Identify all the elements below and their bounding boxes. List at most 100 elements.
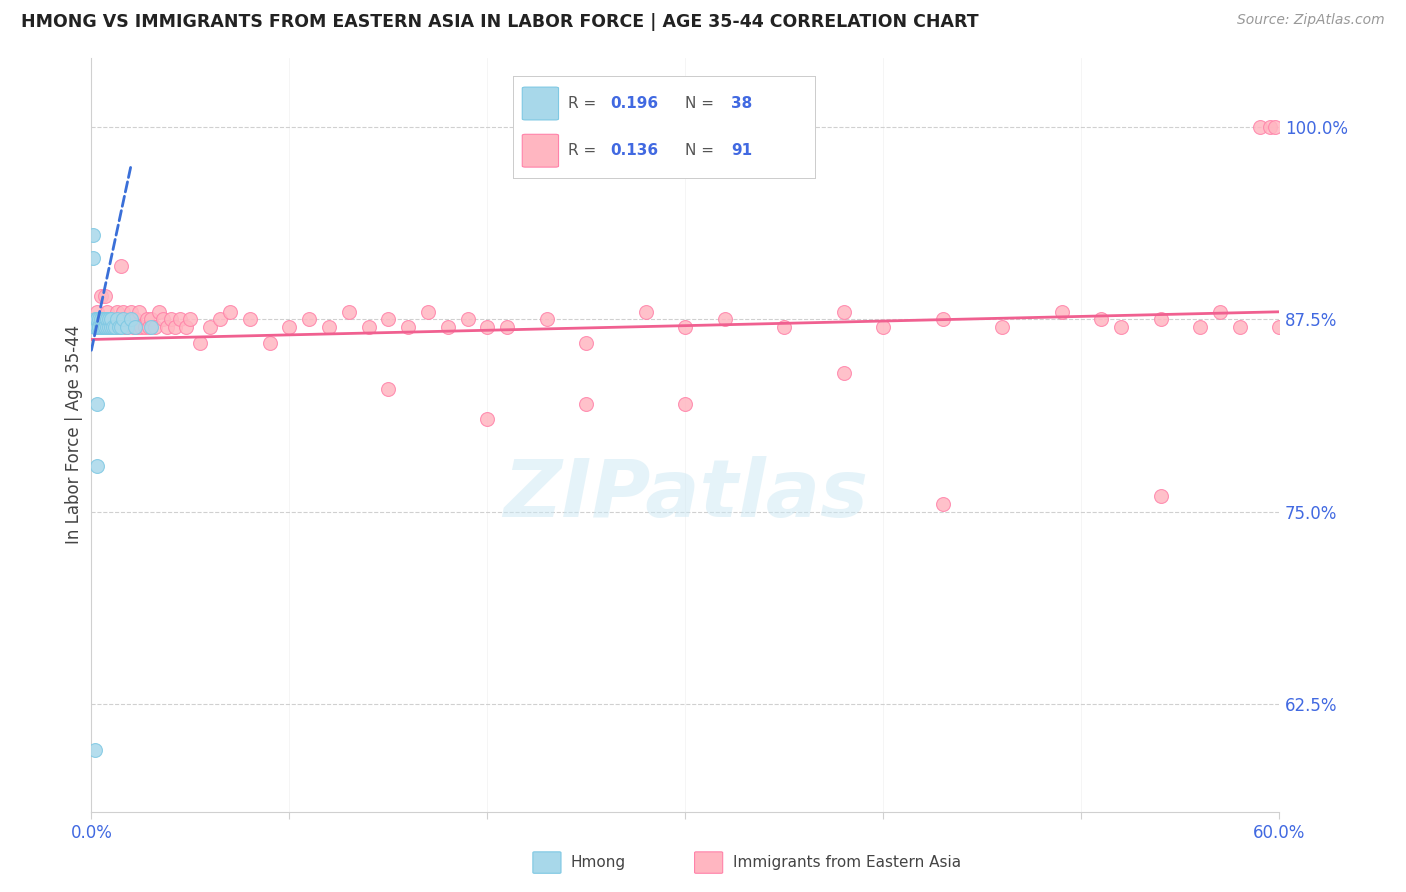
Point	[477, 320, 499, 334]
Text: N =: N =	[686, 96, 714, 111]
Point	[86, 397, 108, 411]
Point	[89, 320, 111, 334]
Point	[98, 312, 121, 326]
Point	[209, 312, 232, 326]
Point	[120, 312, 142, 326]
Text: R =: R =	[568, 96, 596, 111]
Point	[239, 312, 262, 326]
Point	[156, 320, 179, 334]
Point	[84, 312, 107, 326]
Point	[112, 312, 135, 326]
Point	[108, 320, 131, 334]
Point	[100, 320, 122, 334]
Point	[714, 312, 737, 326]
Point	[86, 312, 108, 326]
Text: Hmong: Hmong	[571, 855, 626, 870]
Point	[832, 305, 855, 319]
Point	[129, 320, 152, 334]
FancyBboxPatch shape	[522, 135, 558, 167]
Point	[188, 335, 211, 350]
Text: 0.196: 0.196	[610, 96, 658, 111]
Point	[457, 312, 479, 326]
Point	[112, 312, 135, 326]
Point	[122, 320, 145, 334]
Point	[104, 312, 127, 326]
FancyBboxPatch shape	[522, 87, 558, 120]
Point	[100, 320, 122, 334]
Point	[125, 320, 148, 334]
Text: HMONG VS IMMIGRANTS FROM EASTERN ASIA IN LABOR FORCE | AGE 35-44 CORRELATION CHA: HMONG VS IMMIGRANTS FROM EASTERN ASIA IN…	[21, 13, 979, 31]
Point	[673, 320, 696, 334]
Point	[396, 320, 419, 334]
Point	[673, 397, 696, 411]
Point	[108, 312, 131, 326]
Point	[477, 412, 499, 426]
Point	[98, 320, 121, 334]
Point	[94, 320, 117, 334]
Point	[416, 305, 439, 319]
Point	[94, 320, 117, 334]
Text: ZIPatlas: ZIPatlas	[503, 456, 868, 534]
Point	[377, 382, 399, 396]
Point	[148, 305, 170, 319]
Text: Immigrants from Eastern Asia: Immigrants from Eastern Asia	[733, 855, 960, 870]
Point	[86, 305, 108, 319]
Point	[138, 320, 160, 334]
Point	[94, 289, 117, 303]
Point	[575, 335, 598, 350]
Point	[1150, 312, 1173, 326]
Point	[104, 320, 127, 334]
Point	[89, 312, 111, 326]
Point	[91, 320, 114, 334]
Point	[110, 320, 132, 334]
Point	[89, 320, 111, 334]
Y-axis label: In Labor Force | Age 35-44: In Labor Force | Age 35-44	[65, 326, 83, 544]
Point	[1249, 120, 1271, 135]
Point	[90, 320, 112, 334]
Point	[90, 312, 112, 326]
Point	[337, 305, 360, 319]
Point	[176, 320, 198, 334]
Point	[159, 312, 181, 326]
Point	[89, 312, 111, 326]
Point	[152, 312, 174, 326]
Point	[634, 305, 657, 319]
Text: Source: ZipAtlas.com: Source: ZipAtlas.com	[1237, 13, 1385, 28]
Point	[104, 320, 127, 334]
Point	[110, 259, 132, 273]
Point	[98, 312, 121, 326]
Point	[82, 227, 104, 242]
Point	[377, 312, 399, 326]
Point	[96, 305, 118, 319]
Point	[832, 367, 855, 381]
Point	[101, 312, 124, 326]
Point	[298, 312, 321, 326]
Point	[96, 312, 118, 326]
Point	[932, 312, 955, 326]
Point	[105, 305, 128, 319]
Point	[1109, 320, 1132, 334]
Point	[98, 320, 121, 334]
Point	[128, 305, 150, 319]
Point	[100, 312, 122, 326]
Point	[496, 320, 519, 334]
Point	[135, 312, 157, 326]
Point	[139, 320, 162, 334]
Point	[112, 305, 135, 319]
Point	[1258, 120, 1281, 135]
Point	[1264, 120, 1286, 135]
Point	[1189, 320, 1212, 334]
Point	[86, 320, 108, 334]
Point	[169, 312, 191, 326]
Point	[91, 320, 114, 334]
Point	[118, 312, 141, 326]
Point	[932, 497, 955, 511]
Point	[91, 312, 114, 326]
Point	[575, 397, 598, 411]
Point	[115, 320, 138, 334]
Point	[179, 312, 201, 326]
Point	[90, 320, 112, 334]
Point	[991, 320, 1014, 334]
Point	[86, 458, 108, 473]
Point	[120, 305, 142, 319]
